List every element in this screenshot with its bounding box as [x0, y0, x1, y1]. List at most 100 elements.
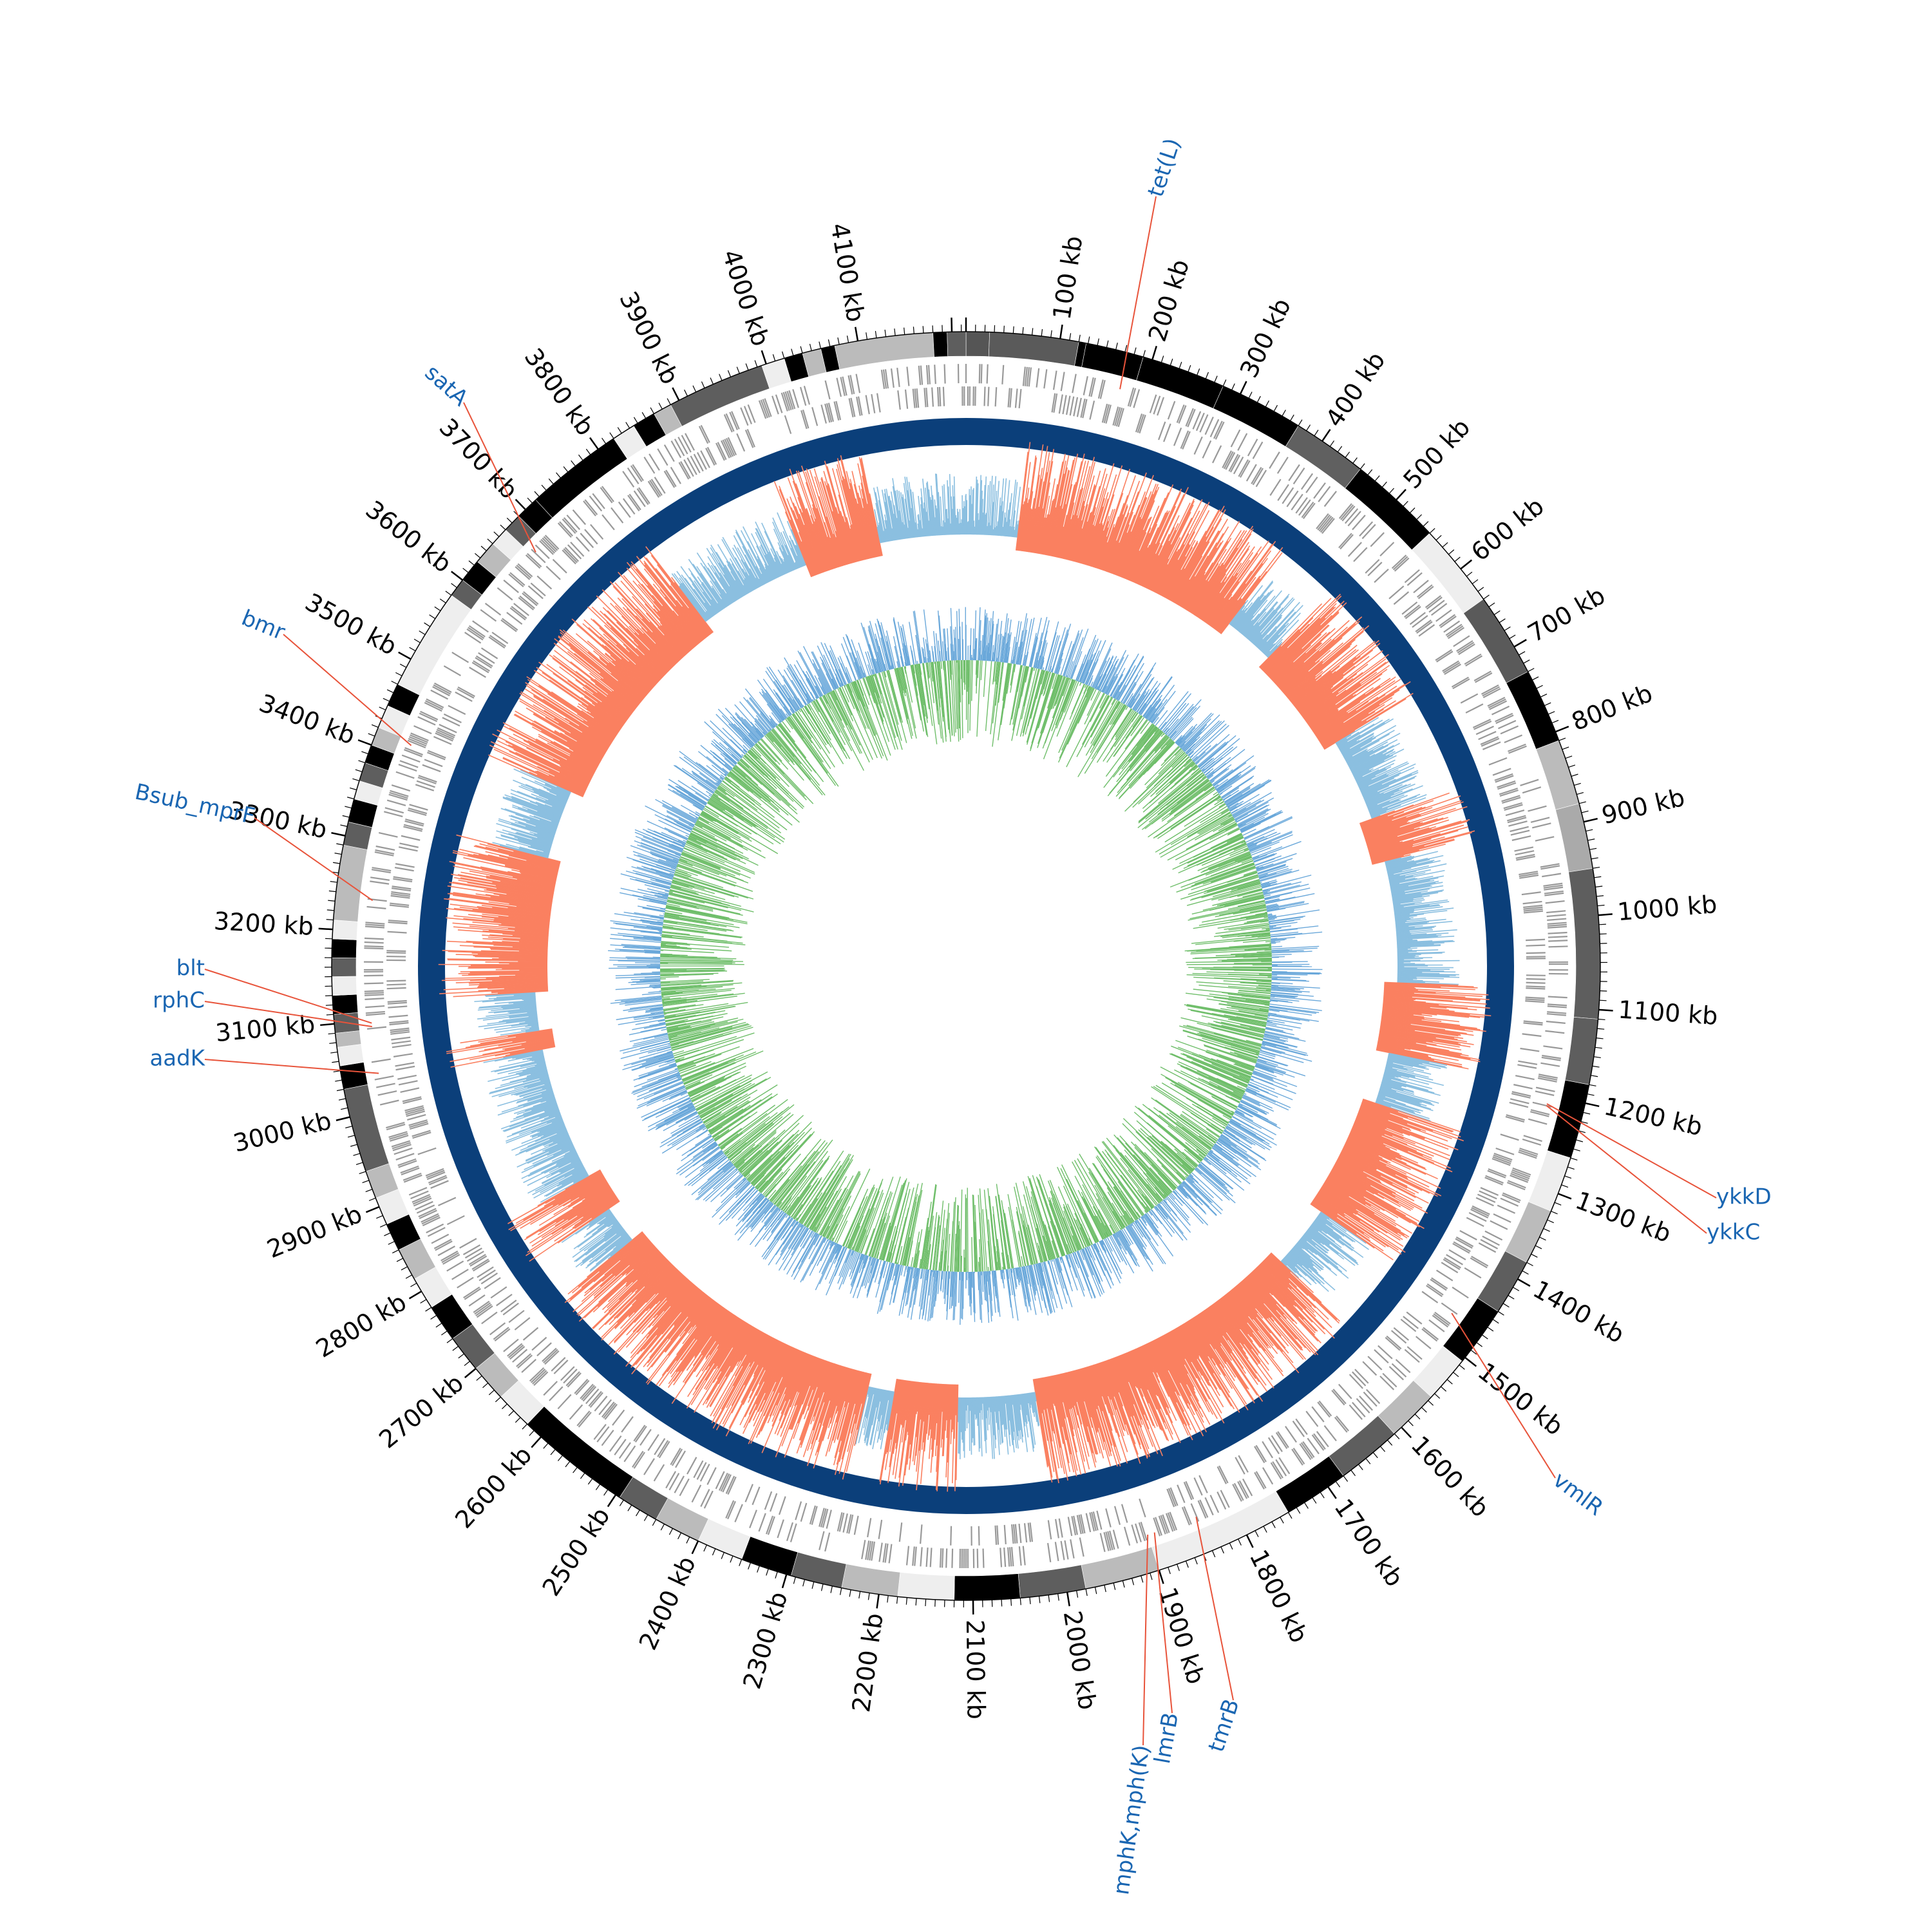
gc-skew-bar: [1209, 599, 1230, 627]
gc-skew-bar: [1243, 590, 1283, 636]
gc-skew-bar: [787, 477, 824, 573]
gc-skew-bar: [976, 483, 979, 535]
gene-feature: [912, 388, 916, 408]
gc-skew-bar: [854, 1371, 864, 1405]
gc-skew-bar: [659, 589, 703, 642]
gc-skew-bar: [617, 597, 679, 663]
gc-skew-bar: [1170, 536, 1207, 601]
gc-skew-bar: [545, 1097, 556, 1103]
minor-tick: [338, 1098, 346, 1101]
gc-skew-bar: [1156, 510, 1200, 594]
gc-skew-bar: [614, 665, 649, 695]
gc-skew-bar: [459, 945, 548, 950]
gc-skew-bar: [1262, 1261, 1289, 1289]
gc-skew-bar: [1079, 507, 1097, 564]
minor-tick: [1416, 514, 1422, 520]
gc-skew-bar: [457, 874, 554, 893]
gc-skew-bar: [1269, 648, 1303, 679]
gc-skew-bar: [607, 694, 633, 714]
gc-skew-bar: [1312, 1222, 1345, 1246]
gc-skew-bar: [758, 1341, 781, 1385]
minor-tick: [371, 724, 379, 728]
gene-feature: [871, 393, 876, 413]
gc-skew-bar: [530, 845, 551, 852]
gc-skew-bar: [1014, 520, 1018, 538]
minor-tick: [1290, 414, 1294, 421]
gc-skew-bar: [1376, 1049, 1469, 1070]
gc-skew-bar: [936, 1383, 942, 1446]
major-tick: [761, 350, 767, 365]
gc-skew-bar: [889, 1379, 902, 1452]
gene-feature: [1356, 1397, 1370, 1414]
gc-skew-bar: [597, 1213, 613, 1225]
gc-skew-bar: [1183, 1323, 1230, 1398]
gc-skew-bar: [842, 476, 865, 560]
gc-skew-bar: [1388, 1055, 1447, 1069]
gc-skew-bar: [492, 907, 551, 916]
minor-tick: [1508, 1294, 1515, 1300]
gc-skew-bar: [524, 1186, 611, 1240]
gc-skew-bar: [1252, 1271, 1319, 1342]
minor-tick: [619, 1499, 624, 1506]
gc-skew-bar: [1003, 1396, 1008, 1430]
gene-feature: [706, 1467, 717, 1485]
gene-feature: [1192, 411, 1202, 430]
gene-feature: [1173, 427, 1182, 446]
gc-skew-bar: [737, 547, 760, 588]
gc-skew-bar: [1191, 564, 1224, 614]
gc-skew-bar: [703, 591, 719, 614]
gc-skew-bar: [742, 545, 764, 585]
gc-skew-bar: [1379, 1028, 1468, 1043]
gc-skew-bar: [1052, 1375, 1067, 1441]
gene-feature: [1453, 1241, 1471, 1253]
gene-feature: [390, 1027, 410, 1032]
gc-skew-bar: [773, 480, 813, 577]
gc-skew-bar: [1091, 530, 1104, 567]
contig-block: [1504, 1201, 1551, 1263]
minor-tick: [358, 760, 366, 764]
gene-feature: [633, 1452, 646, 1469]
gc-skew-bar: [574, 1197, 618, 1226]
gene-feature: [415, 784, 435, 791]
gc-skew-bar: [1229, 600, 1249, 625]
gene-feature: [675, 1450, 686, 1468]
gene-feature: [1388, 585, 1405, 600]
gene-feature: [1441, 1262, 1459, 1274]
gc-skew-bar: [887, 1379, 904, 1483]
minor-tick: [388, 1241, 395, 1245]
gene-feature: [563, 548, 578, 564]
gene-feature: [1217, 1466, 1227, 1484]
gc-skew-bar: [563, 1180, 607, 1207]
gene-feature: [1302, 502, 1316, 519]
gc-skew-bar: [1312, 677, 1391, 732]
gc-skew-bar: [519, 941, 549, 944]
gene-feature: [408, 737, 427, 747]
gc-skew-bar: [1397, 949, 1439, 952]
gc-skew-bar: [893, 1379, 905, 1454]
minor-tick: [1567, 1166, 1575, 1170]
gc-skew-bar: [579, 1221, 619, 1251]
gene-feature: [507, 1343, 523, 1357]
gc-skew-bar: [697, 576, 722, 611]
gc-skew-bar: [1316, 696, 1379, 738]
gc-skew-bar: [1359, 763, 1416, 790]
gc-skew-bar: [737, 570, 751, 593]
gc-skew-bar: [851, 524, 862, 561]
gene-feature: [1501, 1194, 1520, 1204]
gc-skew-bar: [934, 1383, 941, 1457]
gc-skew-bar: [478, 982, 548, 987]
gc-skew-bar: [1394, 904, 1439, 911]
minor-tick: [1214, 375, 1218, 383]
gc-skew-bar: [453, 876, 554, 896]
gene-feature: [925, 388, 929, 408]
gc-skew-bar: [526, 1071, 548, 1078]
gc-skew-bar: [526, 1133, 569, 1153]
gc-skew-bar: [1110, 1358, 1148, 1459]
gene-feature: [442, 1254, 460, 1265]
gene-feature: [402, 1096, 422, 1103]
gene-feature: [388, 921, 408, 925]
minor-tick: [1048, 1595, 1050, 1602]
gc-skew-bar: [1081, 524, 1094, 564]
gene-feature: [516, 564, 532, 579]
gc-skew-bar: [1256, 634, 1269, 648]
